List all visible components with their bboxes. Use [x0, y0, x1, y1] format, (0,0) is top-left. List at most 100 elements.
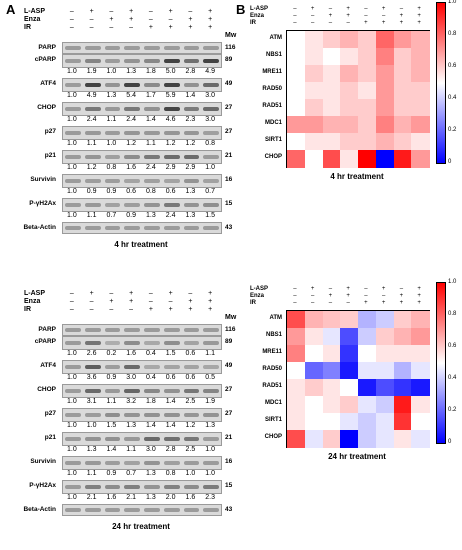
molecular-weight: 89 — [225, 56, 233, 63]
protein-band — [65, 508, 81, 512]
heatmap-cell — [340, 379, 359, 397]
heatmap-cell — [393, 48, 412, 66]
condition-symbol: + — [188, 24, 193, 31]
protein-band — [104, 437, 121, 441]
condition-symbol: + — [399, 13, 404, 19]
quantification-value: 1.6 — [126, 164, 136, 171]
condition-label: L-ASP — [250, 6, 268, 12]
heatmap-cell — [340, 99, 359, 117]
colorbar-tick-label: 0.6 — [448, 343, 457, 349]
heatmap-cell — [358, 133, 377, 151]
quantification-value: 1.1 — [106, 398, 117, 405]
heatmap-cell — [322, 413, 341, 431]
molecular-weight: 21 — [225, 152, 233, 159]
heatmap-cell — [358, 362, 377, 380]
molecular-weight: 27 — [225, 386, 233, 393]
heatmap-cell — [340, 413, 359, 431]
protein-band — [65, 437, 81, 441]
panel-b-letter: B — [236, 2, 246, 17]
protein-band — [65, 485, 81, 489]
heatmap-cell — [358, 65, 377, 83]
quantification-value: 1.0 — [185, 470, 196, 477]
colorbar-tick-label: 0.4 — [448, 375, 457, 381]
condition-symbol: + — [346, 286, 350, 292]
protein-band — [183, 46, 200, 50]
condition-symbol: + — [208, 24, 213, 31]
quantification-value: 1.2 — [126, 140, 136, 147]
protein-band — [104, 203, 121, 207]
condition-symbol: + — [381, 300, 386, 306]
condition-symbol: + — [381, 20, 386, 26]
heatmap-caption: 4 hr treatment — [330, 172, 384, 181]
heatmap-cell — [375, 65, 394, 83]
protein-band — [144, 179, 160, 183]
colorbar-tick-label: 0.4 — [448, 95, 457, 101]
quantification-value: 1.0 — [67, 446, 77, 453]
heatmap-cell — [375, 396, 394, 414]
quantification-value: 1.3 — [86, 446, 97, 453]
condition-symbol: – — [346, 300, 350, 306]
colorbar-tick-label: 0.8 — [448, 31, 457, 37]
quantification-value: 1.0 — [67, 188, 77, 195]
protein-label: PARP — [38, 44, 56, 51]
heatmap-cell — [358, 396, 377, 414]
condition-symbol: – — [89, 24, 94, 31]
condition-symbol: – — [399, 286, 404, 292]
heatmap-cell — [340, 133, 359, 151]
protein-band — [65, 389, 81, 393]
protein-band — [203, 203, 219, 207]
blot-strip — [62, 360, 222, 374]
heatmap-cell — [287, 65, 306, 83]
quantification-value: 0.6 — [165, 374, 176, 381]
quantification-value: 0.4 — [146, 350, 156, 357]
protein-band — [203, 389, 219, 393]
heatmap-cell — [358, 150, 377, 168]
condition-label: Enza — [250, 13, 265, 19]
protein-band — [124, 59, 140, 63]
condition-symbol: + — [208, 306, 213, 313]
condition-symbol: – — [129, 24, 134, 31]
quantification-value: 2.8 — [185, 68, 196, 75]
protein-band — [163, 328, 180, 332]
protein-band — [163, 365, 180, 369]
heatmap-frame — [286, 30, 430, 168]
quantification-value: 0.9 — [106, 188, 117, 195]
quantification-value: 1.2 — [185, 422, 196, 429]
protein-band — [203, 328, 219, 332]
condition-symbol: + — [109, 298, 114, 305]
quantification-value: 2.4 — [146, 164, 156, 171]
protein-label: ATF4 — [40, 362, 56, 369]
protein-band — [65, 107, 81, 111]
heatmap-cell — [340, 116, 359, 134]
quantification-value: 5.0 — [165, 68, 176, 75]
protein-band — [183, 461, 200, 465]
blot-strip — [62, 78, 222, 92]
blot-strip — [62, 480, 222, 494]
quantification-value: 0.9 — [106, 374, 117, 381]
condition-symbol: – — [109, 24, 114, 31]
protein-label: P-γH2Ax — [29, 482, 56, 489]
condition-symbol: – — [364, 13, 368, 19]
protein-band — [124, 107, 140, 111]
quantification-value: 1.3 — [146, 494, 156, 501]
protein-band — [124, 155, 140, 159]
protein-band — [84, 179, 101, 183]
quantification-value: 1.3 — [126, 68, 136, 75]
protein-band — [163, 413, 180, 417]
condition-symbol: – — [293, 20, 297, 26]
heatmap-cell — [411, 311, 430, 329]
condition-symbol: – — [69, 298, 74, 305]
condition-symbol: – — [310, 293, 315, 299]
protein-band — [144, 413, 160, 417]
condition-symbol: – — [148, 16, 153, 23]
heatmap-cell — [304, 362, 323, 380]
protein-label: PARP — [38, 326, 56, 333]
protein-band — [65, 179, 81, 183]
heatmap-cell — [304, 133, 323, 151]
heatmap-cell — [287, 430, 306, 448]
condition-label: IR — [24, 306, 31, 313]
quantification-value: 1.4 — [146, 116, 156, 123]
heatmap-row-label: RAD50 — [262, 366, 282, 372]
condition-symbol: + — [346, 293, 350, 299]
protein-band — [203, 365, 219, 369]
